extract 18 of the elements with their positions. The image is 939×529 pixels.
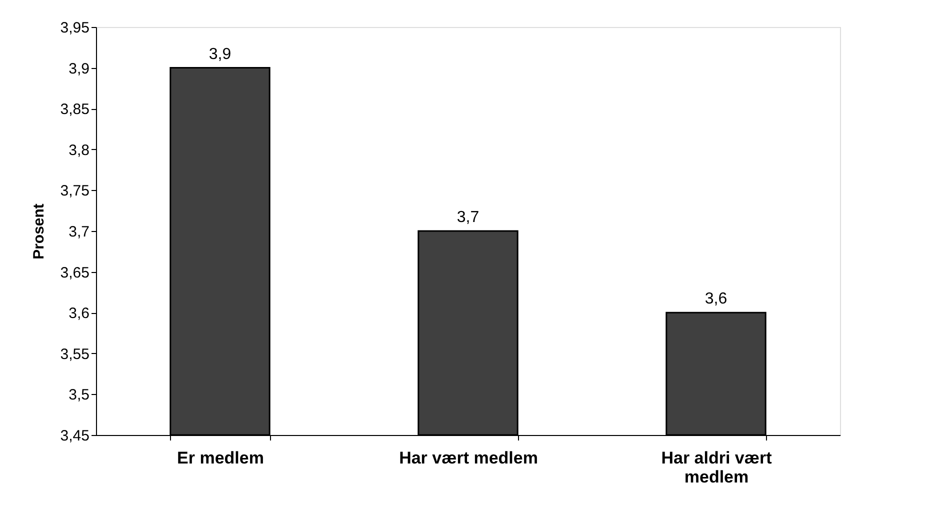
- y-tick-label: 3,55: [60, 346, 90, 363]
- y-tick-label: 3,7: [68, 224, 90, 240]
- y-tick-label: 3,8: [68, 142, 90, 159]
- x-tick-label: Har aldri vært medlem: [661, 448, 772, 486]
- y-tick-label: 3,45: [60, 428, 90, 444]
- y-tick-label: 3,9: [68, 60, 90, 78]
- y-tick-label: 3,6: [68, 305, 90, 322]
- data-label: 3,7: [456, 209, 480, 226]
- data-label: 3,9: [208, 46, 232, 63]
- y-axis-title: Prosent: [30, 204, 48, 260]
- data-label: 3,6: [704, 290, 728, 308]
- y-tick-label: 3,75: [60, 182, 90, 200]
- y-tick-label: 3,95: [60, 20, 90, 36]
- y-tick-label: 3,85: [60, 101, 90, 118]
- x-tick-label: Er medlem: [177, 448, 264, 468]
- y-tick-label: 3,65: [60, 264, 90, 282]
- x-tick-label: Har vært medlem: [399, 448, 538, 468]
- y-tick-label: 3,5: [68, 386, 90, 404]
